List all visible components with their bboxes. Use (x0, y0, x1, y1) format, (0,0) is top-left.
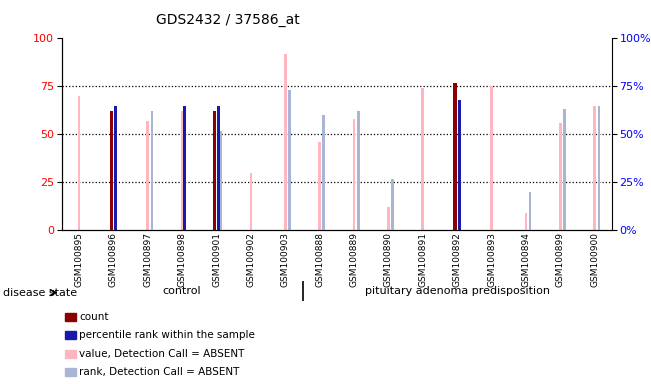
Bar (454, 83, 457, 230)
Bar (77, 96, 81, 230)
Bar (529, 192, 531, 230)
Bar (318, 142, 321, 230)
Text: percentile rank within the sample: percentile rank within the sample (79, 330, 255, 340)
Bar (353, 119, 355, 230)
Bar (391, 179, 394, 230)
Bar (217, 106, 220, 230)
Text: value, Detection Call = ABSENT: value, Detection Call = ABSENT (79, 349, 245, 359)
Bar (182, 106, 186, 230)
Bar (249, 173, 253, 230)
Bar (181, 111, 184, 230)
Text: pituitary adenoma predisposition: pituitary adenoma predisposition (365, 286, 549, 296)
Text: disease state: disease state (3, 288, 77, 298)
Bar (288, 90, 291, 230)
Bar (458, 100, 461, 230)
Bar (559, 123, 562, 230)
Bar (284, 54, 286, 230)
Text: control: control (163, 286, 202, 296)
Bar (598, 106, 600, 230)
Bar (219, 131, 222, 230)
Bar (150, 111, 153, 230)
Bar (421, 88, 424, 230)
Bar (525, 213, 527, 230)
Bar (109, 111, 113, 230)
Text: count: count (79, 312, 109, 322)
Bar (114, 106, 117, 230)
Bar (146, 121, 149, 230)
Bar (593, 106, 596, 230)
Bar (322, 115, 326, 230)
Text: rank, Detection Call = ABSENT: rank, Detection Call = ABSENT (79, 367, 240, 377)
Bar (563, 109, 566, 230)
Text: GDS2432 / 37586_at: GDS2432 / 37586_at (156, 13, 299, 27)
Bar (213, 111, 216, 230)
Bar (490, 86, 493, 230)
Bar (357, 111, 359, 230)
Bar (387, 207, 390, 230)
